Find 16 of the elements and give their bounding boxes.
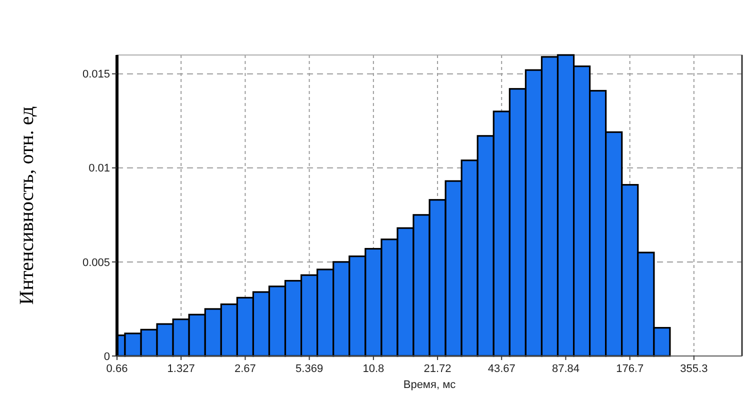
y-tick-label: 0.005 <box>82 256 110 269</box>
x-tick-label: 10.8 <box>362 363 384 375</box>
x-tick-label: 355.3 <box>680 363 708 375</box>
y-tick-label: 0.01 <box>88 162 110 175</box>
x-tick-label: 43.67 <box>488 363 516 375</box>
y-tick-label: 0 <box>104 350 110 363</box>
y-axis-title: Интенсивность, отн. ед <box>16 106 38 305</box>
x-tick-label: 21.72 <box>424 363 452 375</box>
x-tick-label: 0.66 <box>106 363 128 375</box>
x-tick-label: 5.369 <box>296 363 324 375</box>
x-tick-label: 176.7 <box>616 363 644 375</box>
x-axis-title: Время, мс <box>403 379 456 391</box>
x-tick-label: 1.327 <box>167 363 195 375</box>
x-tick-label: 87.84 <box>552 363 580 375</box>
x-tick-label: 2.67 <box>234 363 256 375</box>
y-tick-label: 0.015 <box>82 68 110 81</box>
